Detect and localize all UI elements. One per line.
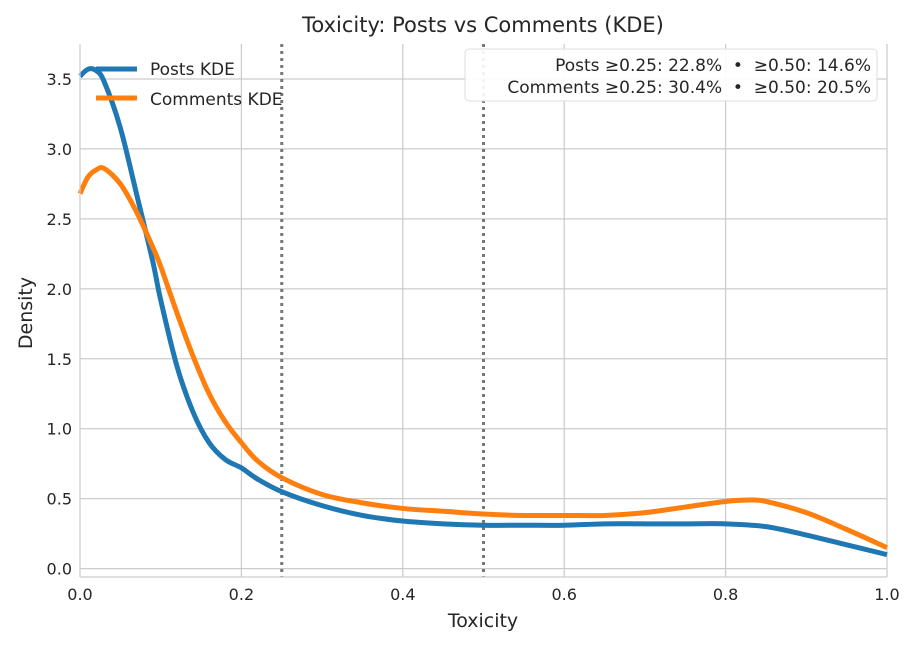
- y-tick-labels: 0.0 0.5 1.0 1.5 2.0 2.5 3.0 3.5: [47, 70, 72, 579]
- legend: Posts KDE Comments KDE: [96, 60, 283, 110]
- y-tick-label: 3.5: [47, 70, 72, 89]
- stats-box-background: [464, 48, 878, 102]
- x-tick-label: 0.0: [67, 585, 92, 604]
- threshold-lines: [280, 44, 485, 577]
- stats-line-posts: Posts ≥0.25: 22.8% • ≥0.50: 14.6%: [555, 56, 871, 76]
- y-tick-label: 2.5: [47, 210, 72, 229]
- legend-label-comments: Comments KDE: [150, 90, 283, 110]
- x-axis-title: Toxicity: [447, 610, 518, 632]
- axes: [79, 44, 887, 578]
- y-tick-label: 2.0: [47, 280, 72, 299]
- y-tick-label: 1.0: [47, 420, 72, 439]
- stats-line-comments: Comments ≥0.25: 30.4% • ≥0.50: 20.5%: [507, 78, 871, 98]
- y-tick-label: 0.0: [47, 560, 72, 579]
- y-tick-label: 3.0: [47, 140, 72, 159]
- x-tick-label: 1.0: [874, 585, 899, 604]
- chart-title: Toxicity: Posts vs Comments (KDE): [301, 13, 664, 37]
- y-tick-label: 1.5: [47, 350, 72, 369]
- x-tick-label: 0.4: [390, 585, 415, 604]
- posts-kde-line: [78, 66, 888, 558]
- stats-box: Posts ≥0.25: 22.8% • ≥0.50: 14.6% Commen…: [464, 48, 878, 102]
- legend-label-posts: Posts KDE: [150, 60, 235, 80]
- y-tick-label: 0.5: [47, 490, 72, 509]
- y-axis-title: Density: [15, 277, 37, 349]
- x-tick-labels: 0.0 0.2 0.4 0.6 0.8 1.0: [67, 585, 899, 604]
- x-tick-label: 0.6: [551, 585, 576, 604]
- comments-kde-line: [77, 165, 889, 550]
- x-tick-label: 0.2: [229, 585, 254, 604]
- series-lines: [77, 66, 889, 558]
- x-tick-label: 0.8: [713, 585, 738, 604]
